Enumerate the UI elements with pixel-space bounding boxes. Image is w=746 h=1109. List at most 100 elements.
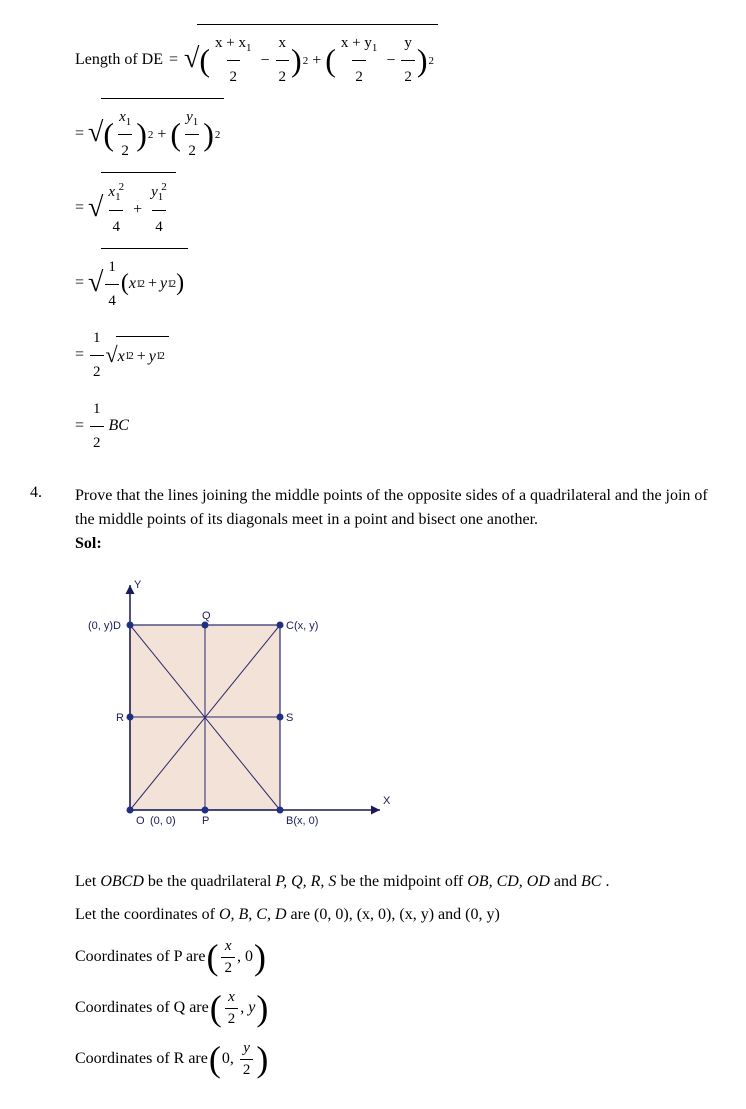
num: y [401,27,415,60]
derivation-line-6: = 1 2 BC [75,393,716,460]
sqrt: √ ( x1 2 ) 2 + ( y1 2 ) 2 [88,98,224,168]
paren: ) [203,122,214,148]
sub: 1 [158,191,164,203]
num: y [151,184,158,200]
den: 4 [152,210,166,244]
sqrt: √ 1 4 ( x12 + y12 ) [88,248,188,318]
derivation-line-2: = √ ( x1 2 ) 2 + ( y1 2 ) 2 [75,98,716,168]
text: OBCD [100,873,144,890]
equals: = [75,265,84,300]
sqrt: √ x12 + y12 [106,331,169,379]
exp: 2 [303,49,309,73]
equals: = [75,408,84,443]
derivation-line-4: = √ 1 4 ( x12 + y12 ) [75,248,716,318]
sub: 1 [115,191,121,203]
derivation-line-3: = √ x12 4 + y12 4 [75,172,716,243]
label: Coordinates of P are [75,946,205,968]
equals: = [75,116,84,151]
exp: 2 [119,181,125,193]
plus: + [312,43,321,78]
question-body: Prove that the lines joining the middle … [75,484,716,556]
num: x + y [341,35,372,51]
text: O, B, C, D [219,906,287,923]
paren: ) [291,48,302,74]
value: 0 [245,946,253,968]
derivation-line-1: Length of DE = √ ( x + x1 2 − x 2 ) 2 + … [75,24,716,94]
den: 2 [90,426,104,460]
den: 2 [240,1059,254,1081]
sqrt-body: 1 4 ( x12 + y12 ) [101,248,188,318]
solution-p1: Let OBCD be the quadrilateral P, Q, R, S… [75,869,716,895]
num: x [119,109,126,125]
minus: − [261,43,270,78]
exp: 2 [128,344,134,368]
sqrt-body: x12 4 + y12 4 [101,172,175,243]
question-text: Prove that the lines joining the middle … [75,487,708,528]
derivation-block: Length of DE = √ ( x + x1 2 − x 2 ) 2 + … [75,24,716,460]
fraction: y 2 [401,27,415,94]
paren: ) [256,996,268,1021]
coord-p: Coordinates of P are ( x 2 , 0 ) [75,936,716,979]
num: 1 [105,251,119,284]
num: x [225,987,238,1008]
sub: 1 [372,42,378,54]
svg-text:R: R [116,712,124,724]
text: and [438,906,465,923]
comma: , [237,946,245,968]
text: (0, 0), (x, 0), (x, y) [314,906,434,923]
exp: 2 [429,49,435,73]
paren: ( [121,274,129,293]
exp: 2 [215,123,221,147]
paren: ( [103,122,114,148]
fraction: 1 2 [90,393,104,460]
length-de-label: Length of DE [75,42,163,77]
num: y [240,1038,253,1059]
fraction: 1 2 [90,322,104,389]
exp: 2 [159,344,165,368]
text: and [554,873,581,890]
num: 1 [90,322,104,355]
sub: 1 [126,116,132,128]
paren: ( [170,122,181,148]
paren: ( [206,945,218,970]
fraction: x 2 [225,987,239,1030]
fraction: y12 4 [148,175,170,243]
equals: = [75,190,84,225]
text: . [605,873,609,890]
term: y [149,339,156,374]
exp: 2 [161,181,167,193]
den: 2 [118,134,132,168]
den: 2 [352,60,366,94]
svg-text:X: X [383,795,391,807]
fraction: x12 4 [105,175,127,243]
fraction: x1 2 [116,101,134,168]
fraction: x + y1 2 [338,27,380,94]
term: y [160,266,167,301]
derivation-line-5: = 1 2 √ x12 + y12 [75,322,716,389]
text: are [291,906,315,923]
coord-r: Coordinates of R are ( 0 , y 2 ) [75,1038,716,1081]
fraction: x 2 [221,936,235,979]
sqrt: √ ( x + x1 2 − x 2 ) 2 + ( x + y1 2 [184,24,438,94]
paren: ) [136,122,147,148]
term: BC [109,408,129,443]
text: OB, CD, OD [467,873,550,890]
text: Let [75,873,100,890]
text: (0, y) [465,906,500,923]
label: Coordinates of R are [75,1048,208,1070]
question-number: 4. [30,484,75,502]
equals: = [75,337,84,372]
text: P, Q, R, S [275,873,336,890]
solution-p2: Let the coordinates of O, B, C, D are (0… [75,902,716,928]
text: BC [581,873,601,890]
solution-label: Sol: [75,535,102,552]
svg-text:(0, y)D: (0, y)D [88,620,121,632]
den: 4 [105,284,119,318]
paren: ( [209,1047,221,1072]
num: x + x [215,35,246,51]
term: x [118,339,125,374]
svg-text:B(x, 0): B(x, 0) [286,815,318,827]
den: 2 [401,60,415,94]
paren: ( [199,48,210,74]
diagram-svg: YX(0, y)DC(x, y)O(0, 0)B(x, 0)PQRS [75,570,395,850]
